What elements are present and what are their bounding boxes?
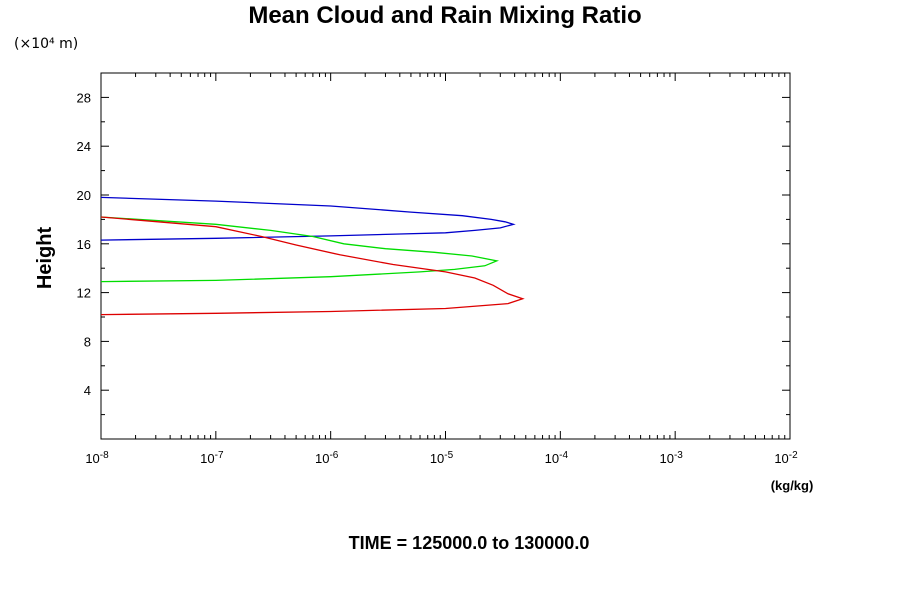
y-unit-label: (×10⁴ m) [14,36,78,52]
series-line-1 [100,196,516,241]
y-tick-label: 8 [84,334,91,349]
x-tick-label: 10-5 [430,450,454,466]
x-tick-label: 10-3 [659,450,683,466]
y-tick-label: 16 [77,237,91,252]
x-tick-labels: 10-8 10-7 10-6 10-5 10-4 10-3 10-2 [85,450,798,466]
chart-title: Mean Cloud and Rain Mixing Ratio [248,2,641,29]
y-tick-label: 28 [77,90,91,105]
y-tick-label: 12 [77,286,91,301]
series-line-2 [100,216,500,283]
time-range-footer: TIME = 125000.0 to 130000.0 [349,533,590,553]
x-tick-label: 10-8 [85,450,109,466]
ticks-layer [100,73,791,439]
x-unit-label: (kg/kg) [771,478,814,493]
series-layer [100,196,525,316]
series-line-3 [100,216,525,316]
x-tick-label: 10-7 [200,450,224,466]
x-tick-label: 10-6 [315,450,339,466]
x-tick-label: 10-2 [774,450,798,466]
y-tick-label: 4 [84,383,91,398]
y-tick-labels: 4 8 12 16 20 24 28 [77,90,91,398]
y-tick-label: 20 [77,188,91,203]
y-tick-label: 24 [77,139,91,154]
x-tick-label: 10-4 [545,450,569,466]
plot-frame [100,72,791,440]
y-axis-label: Height [34,227,56,290]
